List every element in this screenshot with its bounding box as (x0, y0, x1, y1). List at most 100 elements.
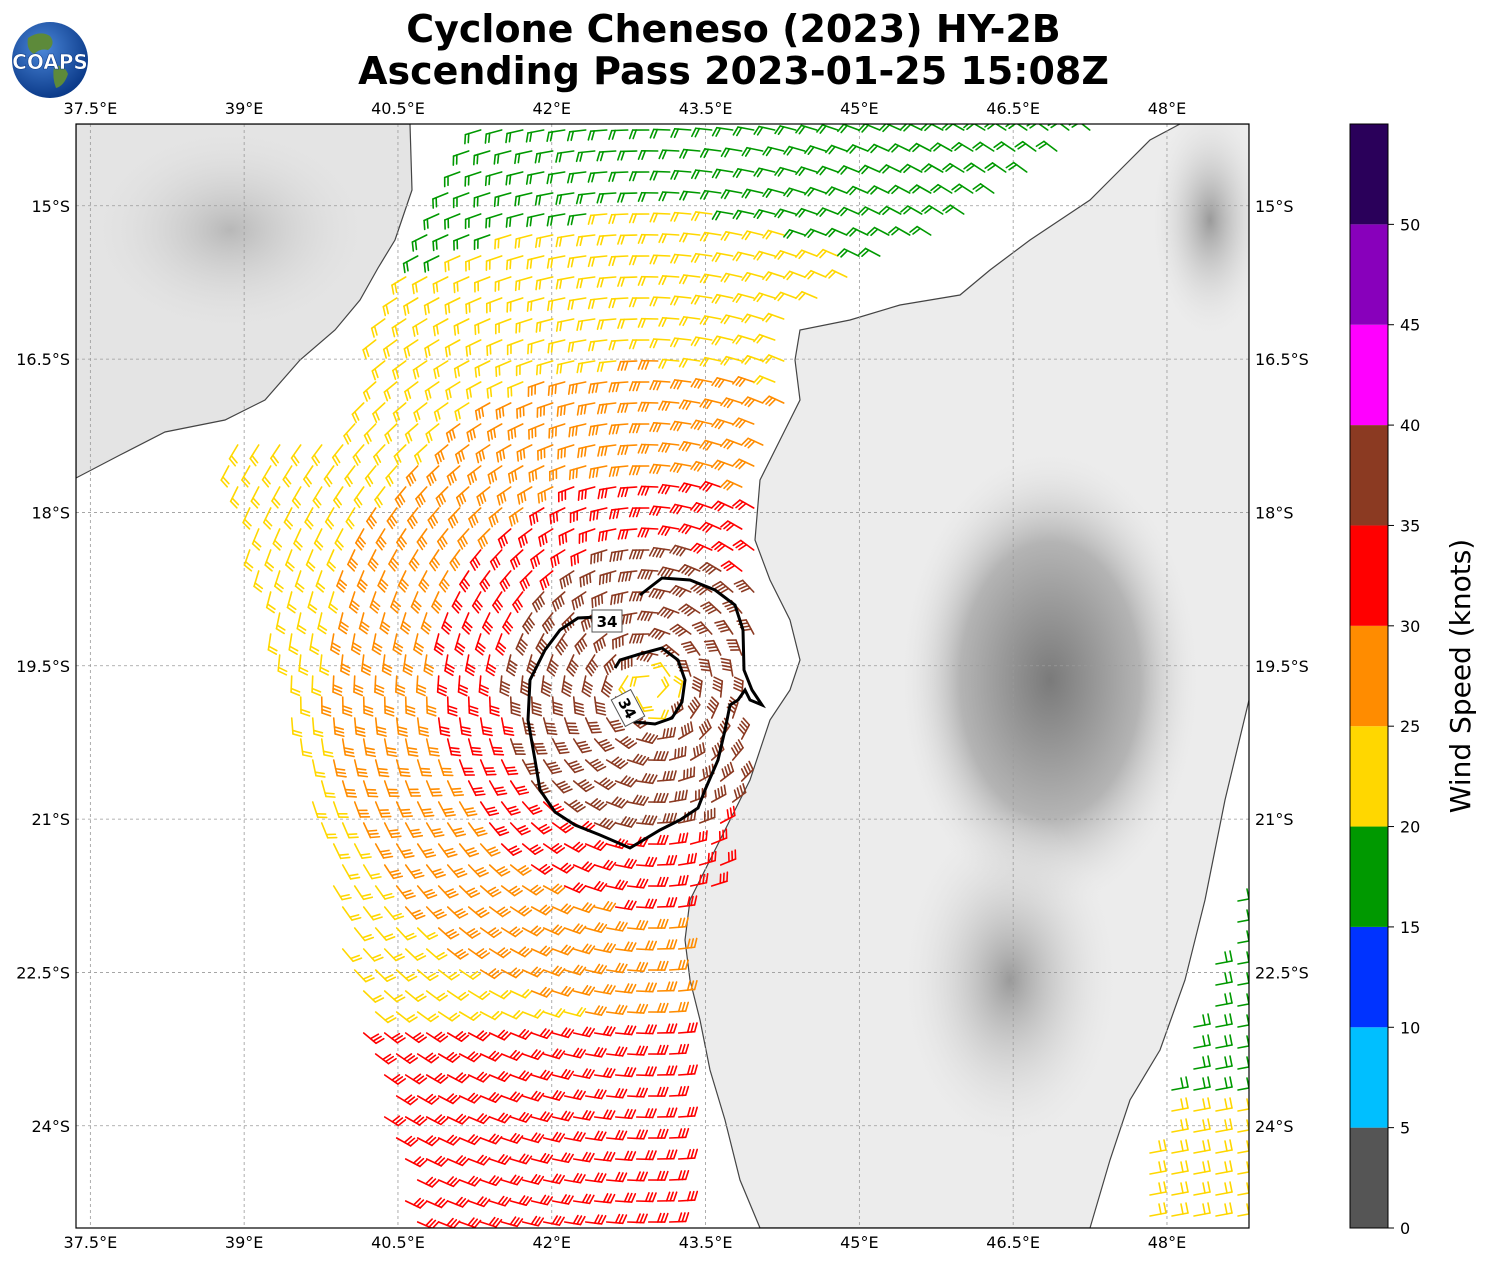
wind-barb (710, 784, 727, 803)
wind-barb (1215, 1055, 1233, 1070)
wind-barb (479, 1092, 503, 1103)
wind-barb (846, 227, 869, 237)
wind-barb (272, 528, 283, 551)
wind-barb (414, 444, 428, 465)
wind-barb (588, 381, 608, 394)
wind-barb (383, 906, 405, 921)
wind-barb (596, 402, 617, 415)
wind-barb (267, 633, 278, 655)
wind-barb (972, 183, 995, 194)
wind-barb (681, 641, 701, 656)
wind-barb (698, 807, 716, 824)
wind-barb (668, 1085, 690, 1097)
lat-tick-label: 16.5°S (1255, 350, 1309, 369)
wind-barb (320, 696, 332, 717)
wind-barb (512, 591, 524, 614)
wind-barb (485, 297, 503, 314)
wind-barb (411, 276, 428, 295)
wind-barb (336, 570, 348, 593)
wind-barb (311, 444, 323, 467)
wind-barb (334, 528, 344, 551)
wind-barb (395, 675, 406, 697)
wind-barb (458, 801, 478, 817)
wind-barb (370, 318, 386, 338)
wind-barb (669, 462, 692, 473)
wind-barb (500, 1174, 524, 1186)
wind-barb (699, 231, 722, 242)
wind-barb (374, 885, 395, 900)
wind-barb (461, 612, 473, 635)
wind-barb (637, 443, 659, 454)
wind-barb (720, 147, 743, 158)
wind-barb (690, 252, 713, 263)
wind-barb (383, 696, 395, 717)
wind-barb (753, 292, 776, 303)
wind-barb (542, 717, 558, 736)
wind-barb (668, 874, 689, 887)
wind-barb (535, 318, 554, 333)
wind-barb (551, 985, 575, 997)
wind-barb (374, 675, 385, 697)
wind-barb (505, 213, 524, 228)
wind-barb (690, 294, 713, 305)
wind-barb (647, 1002, 669, 1013)
wind-barb (596, 276, 617, 288)
wind-barb (837, 165, 860, 175)
wind-barb (356, 570, 368, 593)
wind-barb (679, 148, 701, 159)
wind-barb (804, 186, 827, 197)
wind-barb (699, 398, 722, 410)
wind-barb (388, 549, 400, 572)
wind-barb (411, 234, 428, 252)
wind-barb (774, 250, 797, 260)
wind-barb (474, 360, 491, 378)
wind-barb (596, 150, 617, 162)
wind-barb (479, 1010, 503, 1021)
wind-barb (677, 1022, 698, 1034)
wind-barb (425, 1072, 449, 1084)
wind-barb (521, 1049, 545, 1061)
wind-barb (804, 269, 827, 280)
wind-barb (446, 822, 467, 838)
wind-barb (525, 129, 545, 143)
wind-barb (447, 507, 461, 529)
wind-barb (353, 885, 374, 901)
wind-barb (647, 960, 669, 971)
wind-barb (579, 570, 596, 588)
wind-barb (290, 717, 303, 738)
wind-barb (588, 339, 608, 352)
wind-barb (425, 1155, 449, 1167)
wind-barb (1215, 971, 1233, 986)
wind-barb (563, 1172, 586, 1184)
colorbar-tick-label: 50 (1400, 215, 1420, 234)
wind-barb (436, 528, 449, 550)
wind-barb (951, 183, 974, 194)
wind-barb (509, 1111, 533, 1123)
wind-barb (528, 423, 545, 440)
wind-barb (699, 148, 722, 159)
wind-barb (1026, 124, 1049, 131)
wind-barb (467, 1113, 491, 1125)
wind-barb (362, 1032, 385, 1045)
wind-barb (312, 486, 323, 509)
wind-barb (993, 141, 1016, 152)
wind-barb (689, 742, 706, 761)
wind-barb (509, 822, 531, 836)
wind-barb (649, 338, 671, 349)
wind-barb (657, 606, 680, 619)
lat-tick-label: 21°S (1255, 810, 1294, 829)
wind-barb (403, 297, 419, 316)
wind-barb (690, 502, 713, 513)
wind-barb (942, 204, 965, 215)
wind-barb (647, 1044, 669, 1055)
wind-barb (1171, 1139, 1189, 1154)
wind-barb (425, 990, 448, 1002)
wind-barb (383, 780, 400, 798)
wind-barb (626, 753, 650, 766)
wind-barb (712, 676, 724, 698)
wind-barb (488, 822, 510, 837)
wind-barb (837, 124, 860, 134)
wind-barb (298, 654, 309, 676)
wind-barb (567, 339, 587, 353)
wind-barb (547, 297, 566, 312)
